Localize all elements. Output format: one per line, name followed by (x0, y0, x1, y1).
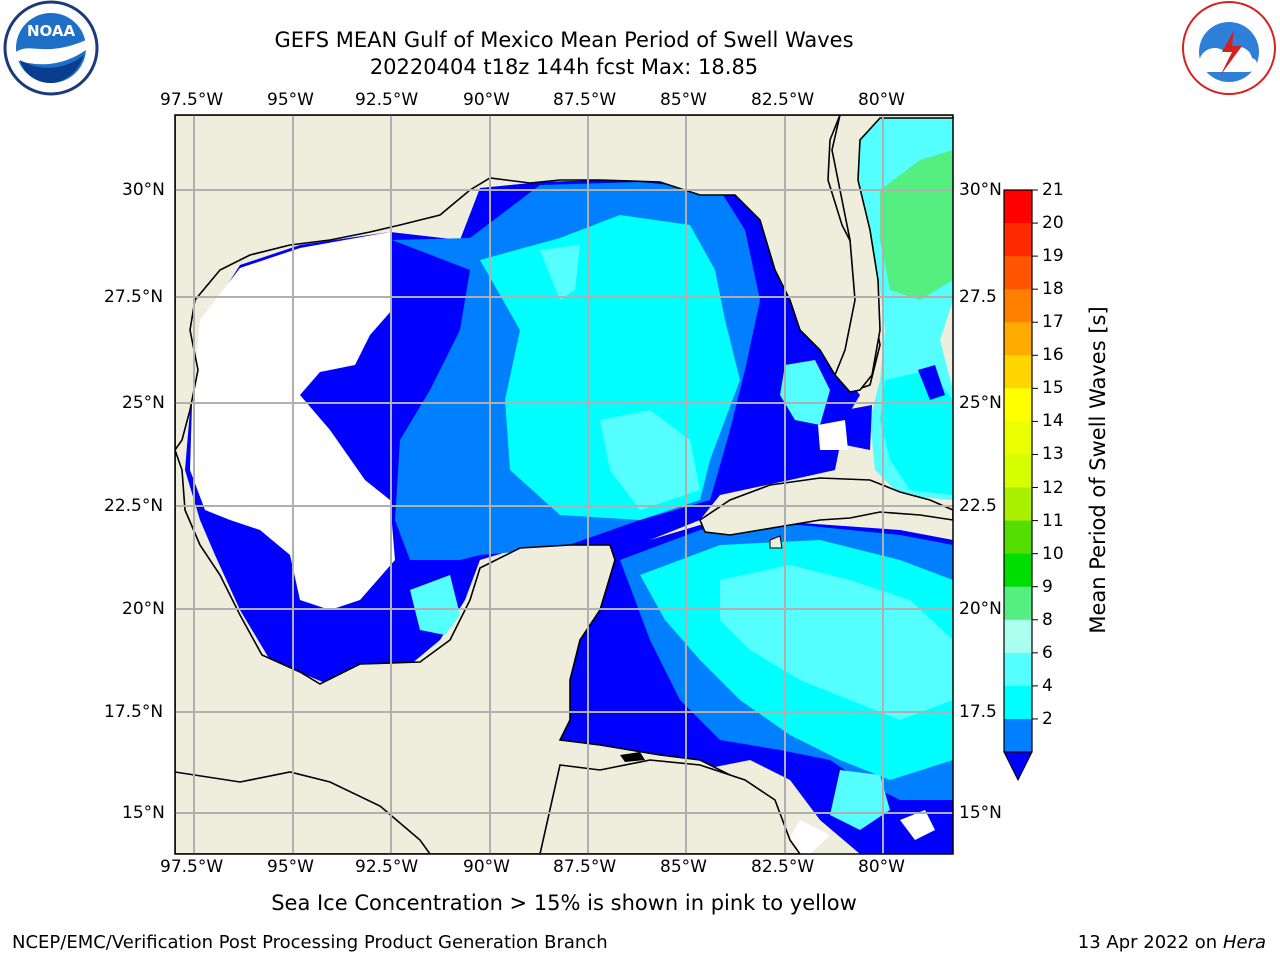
lat-tick-left: 25°N (122, 393, 165, 413)
colorbar-label: 16 (1042, 345, 1064, 366)
map-gridlines (175, 115, 953, 854)
colorbar-label: 2 (1042, 708, 1053, 729)
colorbar-label: 9 (1042, 576, 1053, 597)
colorbar-label: 18 (1042, 279, 1064, 300)
colorbar-label: 15 (1042, 378, 1064, 399)
noaa-logo: NOAA (3, 0, 99, 96)
footer-date-text: 13 Apr 2022 on (1077, 932, 1218, 953)
colorbar-swatch (1004, 388, 1032, 422)
lon-tick-bottom: 82.5°W (751, 857, 815, 877)
lat-tick-left: 30°N (122, 180, 165, 200)
lon-tick-bottom: 90°W (463, 857, 510, 877)
colorbar-swatch (1004, 685, 1032, 720)
colorbar-swatch (1004, 487, 1032, 522)
swell-field (175, 115, 953, 854)
map-frame (174, 114, 954, 855)
colorbar-label: 13 (1042, 444, 1064, 465)
noaa-logo-text: NOAA (27, 22, 76, 40)
lat-tick-left: 15°N (122, 803, 165, 823)
lon-tick-top: 97.5°W (160, 90, 224, 110)
lat-tick-left: 27.5°N (104, 287, 164, 307)
colorbar-swatch (1004, 520, 1032, 555)
footer-date: 13 Apr 2022 on Hera (1078, 932, 1266, 954)
colorbar-swatch (1004, 421, 1032, 455)
colorbar-swatch (1004, 652, 1032, 687)
colorbar (1003, 189, 1038, 782)
colorbar-label: 4 (1042, 675, 1053, 696)
map-area (175, 115, 953, 854)
footer-credit: NCEP/EMC/Verification Post Processing Pr… (12, 932, 608, 953)
colorbar-label: 6 (1042, 642, 1053, 663)
colorbar-under-arrow (1003, 751, 1033, 782)
lat-tick-right: 15°N (959, 803, 1002, 823)
colorbar-label: 17 (1042, 312, 1064, 333)
lat-tick-left: 20°N (122, 599, 165, 619)
lon-tick-top: 92.5°W (355, 90, 419, 110)
lat-tick-right: 27.5 (959, 287, 997, 307)
lon-tick-top: 80°W (858, 90, 905, 110)
lon-tick-bottom: 80°W (858, 857, 905, 877)
lon-tick-top: 87.5°W (553, 90, 617, 110)
lat-tick-right: 22.5 (959, 496, 997, 516)
colorbar-swatch (1004, 355, 1032, 389)
lon-tick-bottom: 95°W (267, 857, 314, 877)
colorbar-swatch (1004, 322, 1032, 356)
lat-tick-right: 17.5 (959, 702, 997, 722)
colorbar-label: 8 (1042, 609, 1053, 630)
lat-tick-right: 20°N (959, 599, 1002, 619)
lon-tick-top: 82.5°W (751, 90, 815, 110)
colorbar-title: Mean Period of Swell Waves [s] (1086, 306, 1110, 634)
colorbar-swatch (1004, 586, 1032, 621)
lon-tick-bottom: 85°W (660, 857, 707, 877)
colorbar-label: 19 (1042, 246, 1064, 267)
footer-machine: Hera (1222, 932, 1266, 953)
colorbar-swatch (1004, 223, 1032, 257)
colorbar-swatch (1004, 718, 1032, 753)
colorbar-label: 10 (1042, 543, 1064, 564)
lon-tick-bottom: 92.5°W (355, 857, 419, 877)
colorbar-label: 14 (1042, 411, 1064, 432)
colorbar-swatch (1004, 454, 1032, 489)
lat-tick-right: 30°N (959, 180, 1002, 200)
lon-tick-bottom: 97.5°W (160, 857, 224, 877)
colorbar-swatch (1004, 289, 1032, 323)
lon-tick-top: 90°W (463, 90, 510, 110)
colorbar-label: 12 (1042, 477, 1064, 498)
nws-logo (1182, 1, 1276, 95)
colorbar-swatch (1004, 553, 1032, 588)
lon-tick-top: 95°W (267, 90, 314, 110)
colorbar-label: 21 (1042, 180, 1064, 200)
lat-tick-left: 17.5°N (104, 702, 164, 722)
chart-subtitle: 20220404 t18z 144h fcst Max: 18.85 (369, 55, 759, 79)
chart-title: GEFS MEAN Gulf of Mexico Mean Period of … (274, 28, 854, 52)
colorbar-label: 11 (1042, 510, 1064, 531)
lat-tick-right: 25°N (959, 393, 1002, 413)
colorbar-swatch (1004, 619, 1032, 654)
lat-tick-left: 22.5°N (104, 496, 164, 516)
colorbar-label: 20 (1042, 213, 1064, 234)
sea-ice-note: Sea Ice Concentration > 15% is shown in … (271, 891, 857, 915)
lon-tick-top: 85°W (660, 90, 707, 110)
lon-tick-bottom: 87.5°W (553, 857, 617, 877)
colorbar-swatch (1004, 256, 1032, 290)
colorbar-swatch (1004, 190, 1032, 224)
